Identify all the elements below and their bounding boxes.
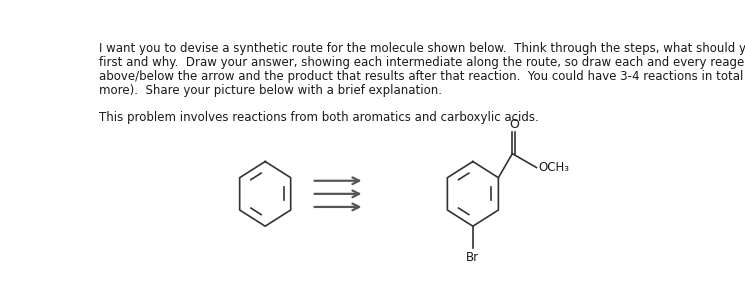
Text: above/below the arrow and the product that results after that reaction.  You cou: above/below the arrow and the product th… bbox=[98, 70, 745, 83]
Text: more).  Share your picture below with a brief explanation.: more). Share your picture below with a b… bbox=[98, 84, 442, 97]
Text: I want you to devise a synthetic route for the molecule shown below.  Think thro: I want you to devise a synthetic route f… bbox=[98, 42, 745, 55]
Text: O: O bbox=[509, 118, 519, 130]
Text: first and why.  Draw your answer, showing each intermediate along the route, so : first and why. Draw your answer, showing… bbox=[98, 56, 745, 69]
Text: Br: Br bbox=[466, 251, 480, 264]
Text: OCH₃: OCH₃ bbox=[539, 161, 570, 174]
Text: This problem involves reactions from both aromatics and carboxylic acids.: This problem involves reactions from bot… bbox=[98, 112, 539, 124]
